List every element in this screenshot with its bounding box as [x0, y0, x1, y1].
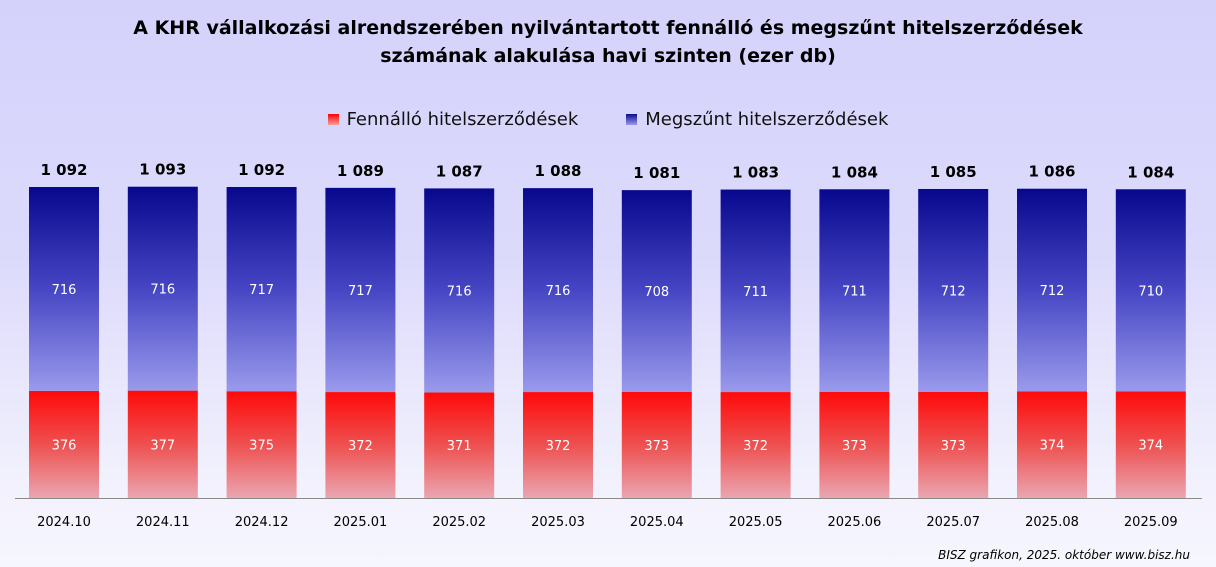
bar-megszunt: [1017, 188, 1087, 392]
x-tick-label: 2025.01: [334, 515, 388, 530]
data-label-megszunt: 717: [348, 284, 373, 299]
bar-fennallo: [523, 392, 593, 498]
bar-fennallo: [424, 392, 495, 498]
bar-fennallo: [621, 391, 692, 498]
legend-item-megszunt: Megszűnt hitelszerződések: [626, 109, 888, 130]
bar-fennallo: [1017, 391, 1087, 498]
x-tick-label: 2024.11: [136, 515, 190, 530]
bar-megszunt: [523, 188, 593, 393]
data-label-fennallo: 372: [546, 439, 571, 454]
x-tick-label: 2025.08: [1025, 515, 1079, 530]
bar-megszunt: [226, 186, 297, 392]
data-label-total: 1 087: [436, 162, 483, 180]
bar-megszunt: [918, 188, 989, 392]
data-label-fennallo: 374: [1040, 439, 1065, 454]
title-line-2: számának alakulása havi szinten (ezer db…: [380, 45, 836, 67]
data-label-fennallo: 373: [644, 439, 669, 454]
data-label-total: 1 084: [831, 163, 878, 181]
data-label-megszunt: 716: [52, 283, 77, 298]
bar-fennallo: [1115, 391, 1186, 498]
data-label-fennallo: 372: [743, 439, 768, 454]
x-tick-label: 2025.02: [432, 515, 486, 530]
data-label-fennallo: 377: [150, 438, 175, 453]
data-label-megszunt: 716: [546, 284, 571, 299]
data-label-total: 1 089: [337, 162, 384, 180]
data-label-total: 1 092: [238, 161, 285, 179]
bar-megszunt: [29, 186, 99, 391]
data-label-megszunt: 716: [447, 284, 472, 299]
legend-item-fennallo: Fennálló hitelszerződések: [327, 109, 579, 130]
bar-fennallo: [720, 392, 791, 498]
data-label-total: 1 085: [930, 163, 977, 181]
x-tick-label: 2025.09: [1124, 515, 1178, 530]
data-label-fennallo: 373: [941, 439, 966, 454]
x-tick-label: 2025.04: [630, 515, 684, 530]
data-label-megszunt: 710: [1138, 284, 1163, 299]
bar-fennallo: [918, 391, 989, 498]
data-label-total: 1 083: [732, 164, 779, 182]
data-label-fennallo: 373: [842, 439, 867, 454]
data-label-fennallo: 374: [1138, 439, 1163, 454]
data-label-fennallo: 371: [447, 439, 472, 454]
x-tick-label: 2025.03: [531, 515, 585, 530]
x-tick-label: 2025.06: [828, 515, 882, 530]
bar-megszunt: [720, 189, 791, 393]
bar-fennallo: [127, 390, 198, 498]
bar-megszunt: [621, 190, 692, 392]
data-label-fennallo: 375: [249, 439, 274, 454]
legend-swatch-red: [327, 114, 339, 125]
bar-megszunt: [1115, 189, 1186, 392]
bar-megszunt: [127, 186, 198, 391]
title-line-1: A KHR vállalkozási alrendszerében nyilvá…: [133, 17, 1083, 39]
x-tick-label: 2024.12: [235, 515, 289, 530]
x-tick-label: 2024.10: [37, 515, 91, 530]
data-label-fennallo: 372: [348, 439, 373, 454]
data-label-total: 1 081: [633, 164, 680, 182]
data-label-total: 1 086: [1029, 163, 1076, 181]
bar-fennallo: [819, 391, 890, 498]
data-label-total: 1 084: [1127, 163, 1174, 181]
data-label-megszunt: 711: [842, 285, 867, 300]
bar-megszunt: [424, 188, 495, 393]
data-label-megszunt: 716: [150, 283, 175, 298]
x-tick-label: 2025.05: [729, 515, 783, 530]
footer-source: BISZ grafikon, 2025. október www.bisz.hu: [938, 548, 1190, 562]
legend: Fennálló hitelszerződések Megszűnt hitel…: [0, 109, 1216, 130]
bar-fennallo: [29, 390, 99, 498]
bar-megszunt: [819, 189, 890, 392]
legend-label: Fennálló hitelszerződések: [346, 109, 579, 130]
chart-title: A KHR vállalkozási alrendszerében nyilvá…: [0, 14, 1216, 70]
data-label-megszunt: 712: [1040, 284, 1065, 299]
data-label-megszunt: 712: [941, 284, 966, 299]
data-label-megszunt: 708: [644, 285, 669, 300]
data-label-megszunt: 717: [249, 283, 274, 298]
data-label-megszunt: 711: [743, 285, 768, 300]
data-label-total: 1 092: [41, 161, 88, 179]
data-label-total: 1 093: [139, 161, 186, 179]
legend-label: Megszűnt hitelszerződések: [645, 109, 889, 130]
bar-fennallo: [325, 392, 396, 498]
data-label-total: 1 088: [535, 162, 582, 180]
bar-fennallo: [226, 391, 297, 498]
legend-swatch-blue: [626, 114, 638, 125]
bar-megszunt: [325, 187, 396, 393]
x-tick-label: 2025.07: [926, 515, 980, 530]
data-label-fennallo: 376: [52, 438, 77, 453]
